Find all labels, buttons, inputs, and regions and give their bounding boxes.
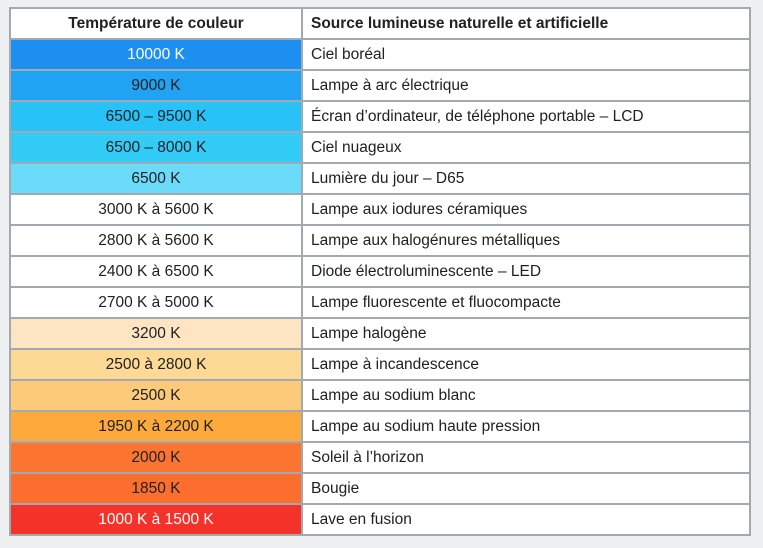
temperature-cell: 9000 K [9, 69, 303, 102]
table-row: 2700 K à 5000 K Lampe fluorescente et flu… [9, 286, 751, 319]
table-row: 1000 K à 1500 K Lave en fusion [9, 503, 751, 536]
table-row: 2000 K Soleil à l’horizon [9, 441, 751, 474]
table-row: 2500 K Lampe au sodium blanc [9, 379, 751, 412]
table-row: 1850 K Bougie [9, 472, 751, 505]
table-row: 2800 K à 5600 K Lampe aux halogénures mét… [9, 224, 751, 257]
table-row: 6500 – 8000 K Ciel nuageux [9, 131, 751, 164]
light-source-cell: Ciel boréal [301, 38, 751, 71]
light-source-cell: Lampe au sodium haute pression [301, 410, 751, 443]
table-row: 6500 K Lumière du jour – D65 [9, 162, 751, 195]
light-source-cell: Lampe aux iodures céramiques [301, 193, 751, 226]
temperature-cell: 1000 K à 1500 K [9, 503, 303, 536]
temperature-cell: 3000 K à 5600 K [9, 193, 303, 226]
table-header-row: Température de couleur Source lumineuse … [9, 7, 751, 40]
temperature-cell: 2700 K à 5000 K [9, 286, 303, 319]
light-source-cell: Lumière du jour – D65 [301, 162, 751, 195]
temperature-cell: 2400 K à 6500 K [9, 255, 303, 288]
table-row: 3000 K à 5600 K Lampe aux iodures céramiq… [9, 193, 751, 226]
light-source-cell: Ciel nuageux [301, 131, 751, 164]
temperature-cell: 10000 K [9, 38, 303, 71]
light-source-cell: Écran d’ordinateur, de téléphone portabl… [301, 100, 751, 133]
temperature-cell: 2500 à 2800 K [9, 348, 303, 381]
temperature-cell: 3200 K [9, 317, 303, 350]
light-source-cell: Lampe à incandescence [301, 348, 751, 381]
temperature-cell: 6500 – 8000 K [9, 131, 303, 164]
table-wrapper: Température de couleur Source lumineuse … [9, 7, 751, 536]
light-source-cell: Lampe à arc électrique [301, 69, 751, 102]
table-row: 10000 K Ciel boréal [9, 38, 751, 71]
light-source-cell: Bougie [301, 472, 751, 505]
light-source-cell: Lampe aux halogénures métalliques [301, 224, 751, 257]
table-body: 10000 K Ciel boréal 9000 K Lampe à arc élec… [9, 38, 751, 536]
light-source-cell: Diode électroluminescente – LED [301, 255, 751, 288]
light-source-cell: Lampe fluorescente et fluocompacte [301, 286, 751, 319]
table-row: 9000 K Lampe à arc électrique [9, 69, 751, 102]
temperature-cell: 1850 K [9, 472, 303, 505]
temperature-cell: 2000 K [9, 441, 303, 474]
light-source-cell: Soleil à l’horizon [301, 441, 751, 474]
light-source-cell: Lampe halogène [301, 317, 751, 350]
color-temperature-table: Température de couleur Source lumineuse … [9, 7, 751, 536]
temperature-cell: 1950 K à 2200 K [9, 410, 303, 443]
table-row: 6500 – 9500 K Écran d’ordinateur, de télé… [9, 100, 751, 133]
light-source-cell: Lave en fusion [301, 503, 751, 536]
table-row: 1950 K à 2200 K Lampe au sodium haute pre… [9, 410, 751, 443]
temperature-cell: 2500 K [9, 379, 303, 412]
header-temperature: Température de couleur [9, 7, 303, 40]
temperature-cell: 6500 K [9, 162, 303, 195]
table-row: 2500 à 2800 K Lampe à incandescence [9, 348, 751, 381]
table-row: 2400 K à 6500 K Diode électroluminescente… [9, 255, 751, 288]
temperature-cell: 2800 K à 5600 K [9, 224, 303, 257]
light-source-cell: Lampe au sodium blanc [301, 379, 751, 412]
table-row: 3200 K Lampe halogène [9, 317, 751, 350]
header-light-source: Source lumineuse naturelle et artificiel… [301, 7, 751, 40]
temperature-cell: 6500 – 9500 K [9, 100, 303, 133]
